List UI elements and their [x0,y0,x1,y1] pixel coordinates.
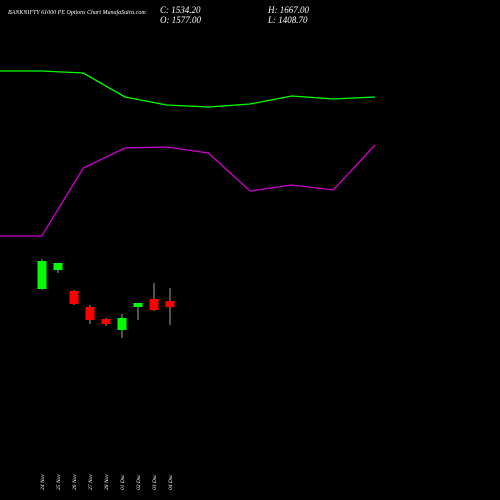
indicator-line [0,70,376,108]
candle-body [69,291,79,304]
candle-body [133,303,143,307]
x-tick-label: 27 Nov [88,474,94,490]
low-label: L: 1408.70 [267,15,308,25]
chart-title: BANKNIFTY 61000 PE Options Chart MunafaS… [8,9,146,16]
high-label: H: 1667.00 [267,5,309,15]
candle-body [37,261,47,289]
candle-body [149,299,159,310]
candle-body [53,263,63,270]
candle-body [117,318,127,330]
x-tick-label: 04 Dec [167,474,174,490]
x-tick-label: 28 Nov [104,474,110,490]
close-label: C: 1534.20 [160,5,201,15]
x-tick-label: 01 Dec [120,474,126,490]
x-tick-label: 24 Nov [39,474,46,490]
candle-body [101,319,111,324]
candle-body [85,307,95,320]
x-tick-label: 02 Dec [136,474,142,490]
open-label: O: 1577.00 [160,15,201,25]
x-tick-label: 03 Dec [152,474,158,490]
indicator-line [0,144,376,237]
x-tick-label: 25 Nov [56,474,62,490]
x-tick-label: 26 Nov [72,474,78,490]
candle-body [165,301,175,308]
